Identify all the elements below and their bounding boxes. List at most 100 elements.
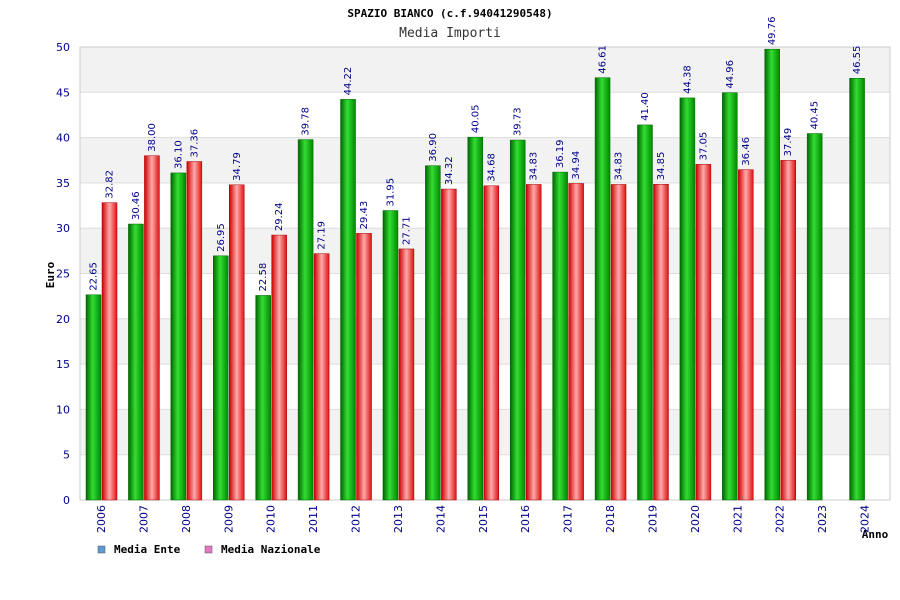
bar-media-ente-2010 (255, 295, 271, 501)
legend-swatch (97, 545, 106, 554)
legend-label: Media Ente (114, 543, 181, 556)
bar-media-ente-2006 (85, 294, 102, 501)
value-label: 39.73 (513, 107, 524, 136)
bar-media-nazionale-2012 (356, 233, 372, 501)
value-label: 46.55 (852, 46, 863, 75)
value-label: 41.40 (640, 92, 651, 121)
value-label: 34.68 (486, 153, 497, 182)
bar-media-nazionale-2018 (610, 184, 627, 501)
bar-media-ente-2017 (552, 171, 568, 501)
value-label: 37.05 (698, 132, 709, 161)
bar-media-ente-2011 (297, 139, 314, 501)
value-label: 36.19 (555, 139, 566, 168)
value-label: 46.61 (598, 45, 609, 74)
bar-media-ente-2007 (128, 223, 144, 501)
y-axis-label: Euro (44, 261, 57, 288)
x-tick-label: 2019 (646, 505, 659, 533)
value-label: 36.46 (741, 137, 752, 166)
bar-media-nazionale-2019 (653, 184, 669, 501)
value-label: 37.36 (189, 129, 200, 158)
legend: Media Ente Media Nazionale (97, 543, 321, 556)
y-tick-label: 30 (56, 222, 70, 235)
bar-media-ente-2013 (382, 210, 399, 501)
value-label: 38.00 (147, 123, 158, 152)
x-axis-label: Anno (862, 528, 889, 541)
value-label: 40.05 (470, 105, 481, 134)
bar-media-ente-2009 (213, 255, 229, 501)
x-tick-label: 2011 (307, 505, 320, 533)
bar-media-ente-2020 (679, 97, 696, 501)
bar-media-ente-2016 (509, 139, 526, 501)
bar-media-nazionale-2011 (313, 253, 330, 501)
x-tick-label: 2015 (477, 505, 490, 533)
x-tick-label: 2017 (562, 505, 575, 533)
y-tick-label: 40 (56, 132, 70, 145)
value-label: 40.45 (810, 101, 821, 130)
value-label: 39.78 (301, 107, 312, 136)
x-tick-label: 2007 (137, 505, 150, 533)
bar-media-ente-2019 (637, 124, 653, 501)
value-label: 44.96 (725, 60, 736, 89)
grid-band (80, 137, 890, 183)
value-label: 26.95 (216, 223, 227, 252)
value-label: 34.79 (232, 152, 243, 181)
bar-media-nazionale-2015 (483, 185, 500, 501)
bar-media-ente-2008 (170, 172, 187, 501)
x-tick-label: 2023 (816, 505, 829, 533)
bar-media-ente-2024 (849, 78, 865, 501)
y-axis-ticks: 0 5 10 15 20 25 30 35 40 45 50 (56, 41, 70, 507)
y-tick-label: 35 (56, 177, 70, 190)
value-label: 27.71 (401, 216, 412, 245)
x-tick-label: 2010 (265, 505, 278, 533)
bar-media-ente-2022 (764, 48, 780, 501)
y-tick-label: 45 (56, 86, 70, 99)
value-label: 37.49 (783, 128, 794, 157)
bar-media-nazionale-2016 (525, 184, 542, 501)
bar-media-nazionale-2008 (186, 161, 203, 501)
bar-media-nazionale-2020 (695, 164, 712, 501)
value-label: 49.76 (767, 17, 778, 46)
bars (85, 48, 865, 501)
y-tick-label: 0 (63, 494, 70, 507)
bar-media-ente-2012 (340, 99, 356, 501)
x-tick-label: 2014 (434, 505, 447, 533)
value-label: 31.95 (385, 178, 396, 207)
value-label: 29.43 (359, 201, 370, 230)
y-tick-label: 50 (56, 41, 70, 54)
x-tick-label: 2006 (95, 505, 108, 533)
x-tick-label: 2016 (519, 505, 532, 533)
y-tick-label: 5 (63, 449, 70, 462)
value-label: 22.58 (258, 263, 269, 292)
value-label: 34.94 (571, 151, 582, 180)
chart-subtitle: Media Importi (399, 26, 501, 41)
bar-media-ente-2014 (425, 165, 441, 501)
grid-band (80, 47, 890, 93)
bar-media-nazionale-2010 (271, 234, 287, 501)
x-axis-ticks: 2006 2007 2008 2009 2010 2011 2012 2013 2014 2015… (95, 505, 872, 533)
value-label: 32.82 (105, 170, 116, 199)
legend-label: Media Nazionale (221, 543, 321, 556)
x-tick-label: 2013 (392, 505, 405, 533)
value-label: 27.19 (317, 221, 328, 250)
x-tick-label: 2024 (859, 505, 872, 533)
bar-media-ente-2023 (806, 133, 823, 501)
value-label: 34.83 (529, 152, 540, 181)
bar-media-nazionale-2017 (568, 183, 584, 501)
value-labels: 22.65 32.82 30.46 38.00 36.10 37.36 26.95 34.79… (89, 17, 864, 292)
x-tick-label: 2008 (180, 505, 193, 533)
y-tick-label: 25 (56, 268, 70, 281)
x-tick-label: 2020 (689, 505, 702, 533)
value-label: 36.10 (173, 140, 184, 169)
value-label: 44.38 (682, 65, 693, 94)
bar-media-ente-2015 (467, 136, 484, 501)
value-label: 34.32 (444, 156, 455, 185)
bar-media-ente-2018 (594, 77, 611, 501)
value-label: 34.83 (614, 152, 625, 181)
x-tick-label: 2018 (604, 505, 617, 533)
value-label: 44.22 (343, 67, 354, 96)
value-label: 30.46 (131, 191, 142, 220)
bar-media-nazionale-2006 (101, 202, 118, 501)
x-tick-label: 2012 (350, 505, 363, 533)
chart-title: SPAZIO BIANCO (c.f.94041290548) (347, 7, 552, 20)
